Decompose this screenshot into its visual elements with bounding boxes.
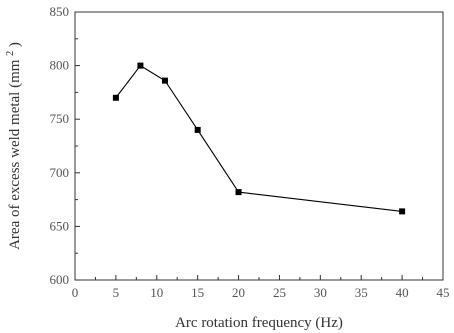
- y-tick-label: 750: [50, 111, 70, 126]
- x-tick-label: 5: [113, 285, 120, 300]
- y-tick-label: 700: [50, 165, 70, 180]
- x-tick-label: 10: [150, 285, 163, 300]
- x-tick-label: 45: [437, 285, 450, 300]
- y-tick-label: 650: [50, 218, 70, 233]
- data-point: [399, 208, 406, 215]
- series-line: [115, 64, 403, 212]
- tick-labels: 0 5 10 15 20 25 30 35 40 45 600 650 700 750 800 850: [50, 4, 450, 300]
- y-axis-title-main: Area of excess weld metal: [7, 92, 23, 250]
- y-axis-title-unit-suffix: ): [7, 42, 23, 47]
- x-tick-label: 0: [72, 285, 79, 300]
- y-axis-title-unit-prefix: (mm: [7, 59, 23, 88]
- data-point: [137, 62, 144, 69]
- axes: [74, 11, 444, 281]
- x-tick-label: 25: [273, 285, 286, 300]
- x-tick-label: 40: [396, 285, 409, 300]
- y-tick-label: 800: [50, 58, 70, 73]
- ticks: [74, 11, 444, 281]
- x-axis-title: Arc rotation frequency (Hz): [175, 315, 343, 331]
- y-tick-label: 600: [50, 272, 70, 287]
- y-axis-title-unit-exp: 2: [5, 51, 16, 56]
- data-series: [112, 62, 406, 215]
- data-point: [112, 94, 119, 101]
- x-tick-label: 15: [191, 285, 204, 300]
- data-point: [235, 189, 242, 196]
- plot-frame: [74, 11, 444, 281]
- x-tick-label: 35: [355, 285, 368, 300]
- y-tick-label: 850: [50, 4, 70, 19]
- data-point: [161, 77, 168, 84]
- y-axis-title: Area of excess weld metal (mm 2 ): [1, 42, 23, 250]
- data-point: [194, 126, 201, 133]
- x-tick-label: 30: [314, 285, 327, 300]
- x-tick-label: 20: [232, 285, 245, 300]
